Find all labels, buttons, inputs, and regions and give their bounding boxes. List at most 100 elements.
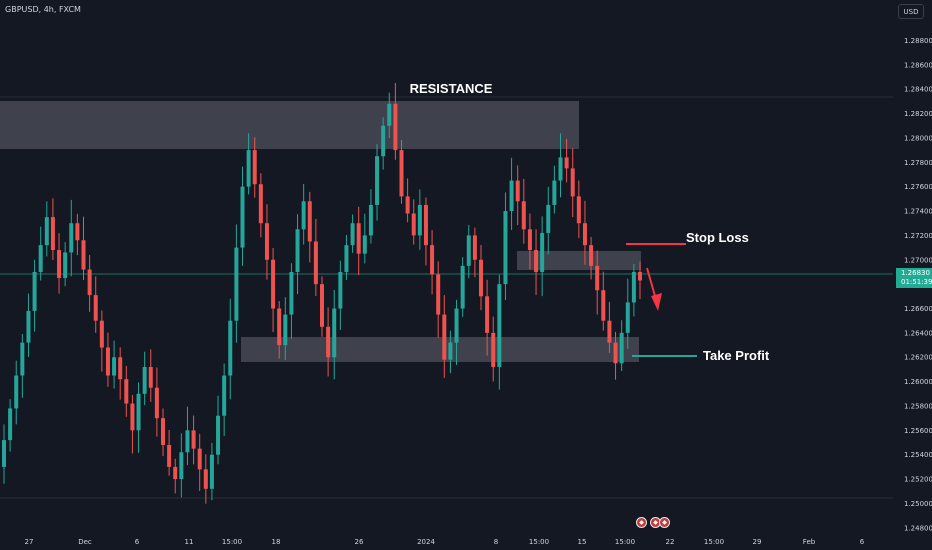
- candle-body: [20, 342, 25, 376]
- candle-body: [38, 245, 43, 272]
- candle-body: [619, 332, 624, 364]
- candle-body: [509, 180, 514, 212]
- last-price-badge: 1.26830 01:51:39: [896, 268, 932, 288]
- candle-body: [638, 271, 642, 281]
- candle-body: [87, 269, 92, 296]
- direction-arrow-head: [651, 293, 662, 311]
- y-tick-label: 1.25400: [904, 451, 932, 459]
- support-zone: [241, 337, 639, 362]
- candle-body: [185, 430, 190, 453]
- candle-body: [607, 320, 612, 343]
- flag-icon-uk[interactable]: ◆: [636, 517, 647, 528]
- candle-body: [613, 342, 618, 364]
- candle-body: [595, 265, 600, 291]
- y-tick-label: 1.28600: [904, 61, 932, 69]
- candle-body: [173, 466, 178, 480]
- resistance-zone: [0, 101, 579, 149]
- direction-arrow-line: [646, 267, 656, 297]
- resistance-label: RESISTANCE: [410, 81, 493, 96]
- candle-body: [405, 196, 410, 214]
- candle-body: [625, 302, 630, 333]
- x-tick-label: 6: [135, 538, 140, 546]
- candle-body: [203, 469, 208, 489]
- y-tick-label: 1.26600: [904, 305, 932, 313]
- candle-body: [356, 223, 361, 254]
- candle-body: [283, 314, 288, 346]
- candle-body: [252, 150, 257, 185]
- x-tick-label: 18: [272, 538, 281, 546]
- candle-body: [515, 180, 520, 202]
- candle-body: [32, 271, 37, 311]
- candle-body: [289, 271, 294, 315]
- x-tick-label: 26: [355, 538, 364, 546]
- candle-body: [63, 252, 68, 279]
- candle-body: [277, 308, 282, 346]
- candle-body: [362, 235, 367, 254]
- candle-body: [2, 440, 6, 467]
- candle-body: [222, 375, 227, 416]
- flag-icon-us[interactable]: ◆: [659, 517, 670, 528]
- candle-body: [485, 296, 490, 333]
- candle-body: [497, 284, 502, 367]
- candle-body: [582, 223, 587, 246]
- candle-body: [313, 241, 318, 285]
- candle-body: [99, 320, 104, 348]
- x-tick-label: 15:00: [529, 538, 549, 546]
- candle-body: [503, 211, 508, 285]
- x-tick-label: 2024: [417, 538, 435, 546]
- candle-body: [417, 204, 422, 236]
- candle-body: [124, 379, 129, 404]
- y-tick-label: 1.26400: [904, 329, 932, 337]
- candle-body: [387, 103, 392, 126]
- candle-body: [552, 180, 557, 205]
- y-tick-label: 1.25000: [904, 500, 932, 508]
- candle-body: [375, 156, 380, 205]
- currency-button[interactable]: USD: [898, 4, 924, 19]
- candle-body: [393, 103, 398, 151]
- candle-body: [570, 168, 575, 197]
- last-price-value: 1.26830: [901, 269, 930, 277]
- y-tick-label: 1.28000: [904, 134, 932, 142]
- x-tick-label: 27: [25, 538, 34, 546]
- y-tick-label: 1.27200: [904, 232, 932, 240]
- candle-body: [271, 259, 276, 309]
- y-tick-label: 1.28400: [904, 86, 932, 94]
- candle-body: [546, 204, 551, 233]
- candle-body: [448, 342, 453, 360]
- candle-body: [8, 408, 13, 441]
- candle-body: [154, 387, 159, 419]
- x-tick-label: 6: [860, 538, 865, 546]
- candle-body: [301, 201, 306, 230]
- candle-body: [130, 403, 135, 431]
- candle-body: [191, 430, 196, 449]
- candle-body: [179, 452, 184, 480]
- stop-loss-label: Stop Loss: [686, 230, 749, 245]
- candle-body: [527, 229, 532, 251]
- candle-body: [534, 250, 539, 272]
- candle-body: [216, 415, 221, 455]
- candle-body: [589, 245, 594, 266]
- candle-body: [320, 284, 324, 327]
- candle-body: [411, 213, 416, 236]
- candle-body: [558, 157, 563, 181]
- candle-body: [44, 217, 49, 246]
- candle-body: [57, 250, 62, 279]
- candle-body: [161, 418, 165, 445]
- x-tick-label: Feb: [803, 538, 816, 546]
- candle-body: [338, 271, 343, 309]
- y-tick-label: 1.27400: [904, 208, 932, 216]
- candle-body: [50, 217, 55, 251]
- candle-body: [460, 265, 465, 309]
- candle-body: [75, 223, 80, 241]
- candle-body: [14, 375, 19, 409]
- candle-body: [601, 290, 606, 321]
- candle-body: [295, 229, 300, 272]
- candle-body: [258, 184, 263, 224]
- candle-body: [209, 454, 214, 489]
- candle-body: [197, 448, 202, 470]
- candle-body: [136, 393, 141, 431]
- take-profit-label: Take Profit: [703, 348, 770, 363]
- candle-body: [521, 201, 526, 230]
